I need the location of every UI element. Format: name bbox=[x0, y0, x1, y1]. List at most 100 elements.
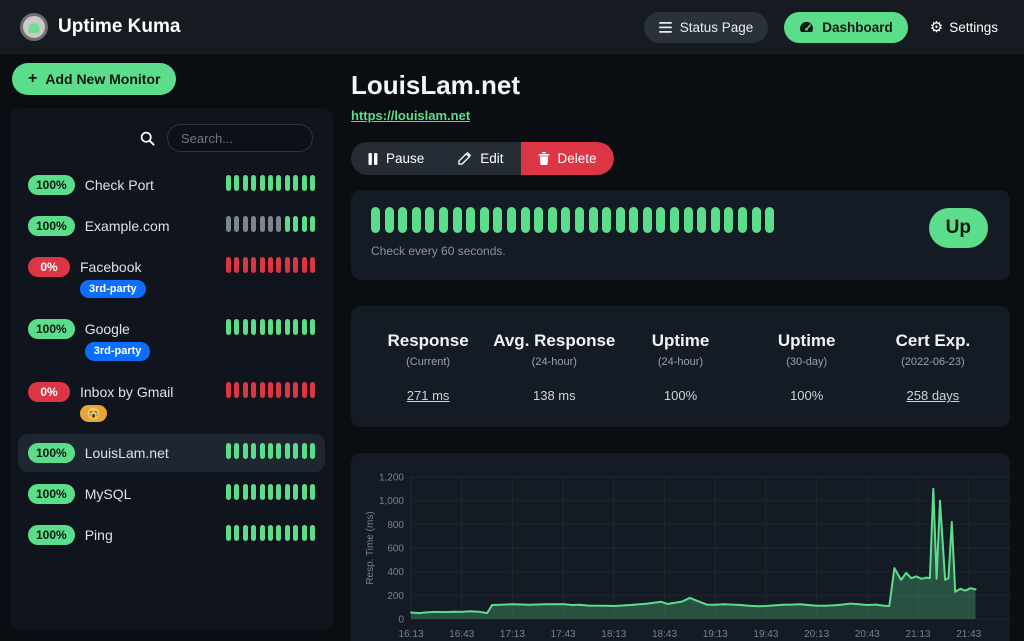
heartbeat-up bbox=[301, 319, 307, 336]
heartbeat-up bbox=[724, 207, 734, 233]
status-badge: Up bbox=[928, 208, 988, 248]
pause-button[interactable]: Pause bbox=[351, 142, 442, 175]
app-brand[interactable]: Uptime Kuma bbox=[20, 13, 180, 41]
search-input[interactable] bbox=[167, 124, 313, 152]
heartbeat-up bbox=[479, 207, 489, 233]
check-interval-text: Check every 60 seconds. bbox=[371, 244, 506, 258]
stat-subtitle: (Current) bbox=[406, 356, 451, 368]
monitor-list-item[interactable]: 100% Example.com bbox=[18, 207, 325, 245]
uptime-badge: 0% bbox=[28, 381, 70, 402]
monitor-info: Inbox by Gmail bbox=[80, 382, 223, 422]
monitor-list-item[interactable]: 0% Inbox by Gmail bbox=[18, 373, 325, 431]
heartbeat-up bbox=[276, 175, 282, 191]
stat-subtitle: (24-hour) bbox=[657, 356, 704, 368]
heartbeat-bar-large bbox=[371, 207, 779, 233]
heartbeat-up bbox=[602, 207, 612, 233]
heartbeat-up bbox=[301, 442, 307, 459]
heartbeat-none bbox=[276, 216, 282, 232]
heartbeat-up bbox=[259, 483, 265, 500]
svg-text:21:43: 21:43 bbox=[956, 629, 981, 640]
heartbeat-up bbox=[268, 319, 274, 336]
heartbeat-up bbox=[251, 524, 257, 541]
uptime-badge: 0% bbox=[28, 257, 70, 277]
monitor-info: Facebook 3rd-party bbox=[80, 257, 223, 299]
stat-column: Uptime (24-hour) 100% bbox=[617, 331, 743, 403]
monitor-tags bbox=[80, 404, 223, 422]
dashboard-label: Dashboard bbox=[822, 19, 893, 35]
monitor-url-link[interactable]: https://louislam.net bbox=[351, 108, 471, 123]
heartbeat-up bbox=[276, 524, 282, 541]
heartbeat-up bbox=[574, 207, 584, 233]
monitor-list-item[interactable]: 100% Check Port bbox=[18, 166, 325, 204]
uptime-badge: 100% bbox=[28, 442, 75, 463]
heartbeat-up bbox=[284, 216, 290, 232]
heartbeat-up bbox=[466, 207, 476, 233]
heartbeat-bar bbox=[223, 524, 315, 541]
heartbeat-up bbox=[242, 524, 248, 541]
heartbeat-up bbox=[276, 319, 282, 336]
svg-text:19:13: 19:13 bbox=[703, 629, 728, 640]
uptime-badge: 100% bbox=[28, 524, 75, 545]
heartbeat-up bbox=[226, 175, 232, 191]
heartbeat-up bbox=[310, 216, 315, 232]
heartbeat-up bbox=[251, 175, 257, 191]
monitor-name: Facebook bbox=[80, 259, 142, 275]
trash-icon bbox=[538, 152, 550, 165]
chart-y-axis-label: Resp. Time (ms) bbox=[365, 511, 376, 584]
gear-icon: ⚙ bbox=[929, 17, 944, 36]
heartbeat-none bbox=[259, 216, 265, 232]
heartbeat-none bbox=[234, 216, 240, 232]
heartbeat-up bbox=[670, 207, 680, 233]
heartbeat-up bbox=[293, 319, 299, 336]
add-monitor-label: Add New Monitor bbox=[45, 71, 161, 87]
stat-subtitle: (30-day) bbox=[786, 356, 828, 368]
heartbeat-up bbox=[242, 319, 248, 336]
page-title: LouisLam.net bbox=[351, 70, 521, 100]
monitor-list-item[interactable]: 100% Google 3rd-party bbox=[18, 310, 325, 369]
heartbeat-up bbox=[710, 207, 720, 233]
heartbeat-up bbox=[425, 207, 435, 233]
heartbeat-up bbox=[268, 175, 274, 191]
monitor-tags: 3rd-party bbox=[84, 342, 223, 361]
heartbeat-none bbox=[268, 216, 274, 232]
heartbeat-up bbox=[493, 207, 503, 233]
heartbeat-up bbox=[506, 207, 516, 233]
stat-title: Avg. Response bbox=[493, 331, 616, 350]
stat-title: Response bbox=[387, 331, 469, 350]
heartbeat-down bbox=[310, 257, 315, 273]
speedometer-icon bbox=[799, 21, 814, 34]
svg-text:18:13: 18:13 bbox=[601, 629, 626, 640]
status-page-label: Status Page bbox=[679, 19, 754, 35]
heartbeat-up bbox=[615, 207, 625, 233]
monitor-list-item[interactable]: 0% Facebook 3rd-party bbox=[18, 248, 325, 307]
add-new-monitor-button[interactable]: + Add New Monitor bbox=[12, 63, 177, 95]
heartbeat-up bbox=[284, 175, 290, 191]
heartbeat-down bbox=[284, 257, 290, 273]
heartbeat-up bbox=[683, 207, 693, 233]
uptime-badge: 100% bbox=[28, 319, 75, 340]
monitor-list-item[interactable]: 100% LouisLam.net bbox=[18, 433, 325, 472]
monitor-name: MySQL bbox=[84, 485, 132, 502]
stat-value[interactable]: 271 ms bbox=[406, 388, 450, 403]
heartbeat-up bbox=[251, 319, 257, 336]
stat-value: 138 ms bbox=[532, 388, 576, 403]
sidebar: + Add New Monitor 100% Check Port bbox=[10, 63, 333, 641]
heartbeat-down bbox=[284, 381, 290, 398]
heartbeat-down bbox=[242, 381, 248, 398]
stat-value[interactable]: 258 days bbox=[906, 388, 960, 403]
status-page-button[interactable]: Status Page bbox=[643, 11, 769, 43]
heartbeat-up bbox=[520, 207, 530, 233]
settings-button[interactable]: ⚙ Settings bbox=[924, 19, 1004, 36]
monitor-list-item[interactable]: 100% Ping bbox=[18, 516, 325, 554]
list-icon bbox=[658, 21, 672, 33]
edit-button[interactable]: Edit bbox=[441, 142, 521, 175]
heartbeat-up bbox=[242, 483, 248, 500]
heartbeat-up bbox=[226, 442, 232, 459]
monitor-list-item[interactable]: 100% MySQL bbox=[18, 475, 325, 513]
stat-subtitle: (2022-06-23) bbox=[901, 356, 965, 368]
heartbeat-down bbox=[276, 257, 282, 273]
dashboard-button[interactable]: Dashboard bbox=[784, 11, 908, 43]
heartbeat-up bbox=[284, 442, 290, 459]
delete-button[interactable]: Delete bbox=[520, 142, 614, 175]
heartbeat-bar bbox=[223, 216, 315, 232]
